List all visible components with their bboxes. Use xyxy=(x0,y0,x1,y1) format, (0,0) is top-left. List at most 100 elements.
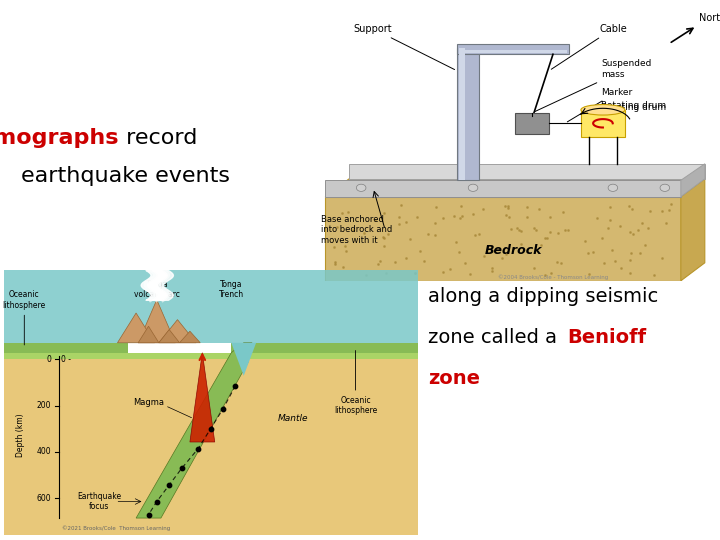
Point xyxy=(395,200,407,209)
Text: Earthquake
focus: Earthquake focus xyxy=(77,492,121,511)
Point xyxy=(656,207,667,216)
Point xyxy=(528,264,539,272)
Polygon shape xyxy=(231,343,418,353)
Point xyxy=(515,227,526,236)
Text: ©2004 Brooks/Cole - Thomson Learning: ©2004 Brooks/Cole - Thomson Learning xyxy=(498,275,608,280)
Text: At convergent boundaries,: At convergent boundaries, xyxy=(428,206,687,226)
Point xyxy=(473,230,485,239)
Point xyxy=(516,239,527,248)
Point xyxy=(348,225,359,234)
Point xyxy=(606,245,618,254)
Polygon shape xyxy=(349,164,705,179)
Point xyxy=(374,256,385,265)
Point xyxy=(603,224,614,233)
Circle shape xyxy=(608,184,618,191)
Point xyxy=(448,212,459,220)
Point xyxy=(521,203,533,212)
Point xyxy=(504,213,516,221)
Point xyxy=(329,242,341,251)
Point xyxy=(422,230,433,239)
Point xyxy=(632,226,644,234)
Polygon shape xyxy=(190,353,215,442)
Bar xyxy=(459,50,567,53)
Point xyxy=(163,481,175,489)
Point xyxy=(531,226,542,234)
Point xyxy=(624,201,635,210)
Text: Bedrock: Bedrock xyxy=(485,244,541,257)
Text: 0: 0 xyxy=(46,355,51,364)
Point xyxy=(614,222,626,231)
Polygon shape xyxy=(179,331,200,343)
Text: Rotating drum: Rotating drum xyxy=(601,103,666,118)
Circle shape xyxy=(660,184,670,191)
Point xyxy=(329,258,341,266)
Point xyxy=(604,202,616,211)
Point xyxy=(331,222,343,231)
Point xyxy=(380,268,392,277)
Point xyxy=(591,214,603,222)
Point xyxy=(545,269,557,278)
Point xyxy=(541,234,553,242)
Polygon shape xyxy=(117,313,155,343)
Polygon shape xyxy=(4,353,418,359)
Point xyxy=(544,213,556,222)
Polygon shape xyxy=(136,343,252,518)
Point xyxy=(382,230,393,238)
Point xyxy=(644,206,656,215)
Polygon shape xyxy=(4,270,418,343)
Point xyxy=(369,215,381,224)
Point xyxy=(455,201,467,210)
Point xyxy=(393,219,405,228)
Circle shape xyxy=(468,184,478,191)
Point xyxy=(340,242,351,251)
Text: zone: zone xyxy=(428,368,480,388)
Point xyxy=(176,464,187,473)
Ellipse shape xyxy=(581,105,625,115)
Text: Magma: Magma xyxy=(133,398,164,407)
Point xyxy=(338,262,349,271)
Bar xyxy=(459,48,465,180)
Point xyxy=(624,227,635,236)
Point xyxy=(626,205,638,213)
Polygon shape xyxy=(325,180,681,197)
Point xyxy=(582,249,594,258)
Point xyxy=(450,238,462,246)
Point xyxy=(499,202,510,211)
Point xyxy=(486,247,498,255)
Point xyxy=(551,258,562,266)
Polygon shape xyxy=(138,326,159,343)
Point xyxy=(597,234,608,242)
Point xyxy=(418,256,430,265)
Point xyxy=(429,219,441,227)
Text: 400: 400 xyxy=(37,448,51,456)
Polygon shape xyxy=(325,179,705,197)
Polygon shape xyxy=(138,300,176,343)
Bar xyxy=(457,44,569,55)
Point xyxy=(624,269,636,278)
Point xyxy=(513,226,525,234)
Point xyxy=(379,242,390,251)
Polygon shape xyxy=(159,329,179,343)
Text: Cable: Cable xyxy=(552,24,627,69)
Point xyxy=(412,213,423,221)
Point xyxy=(536,241,547,249)
Point xyxy=(562,226,574,234)
Polygon shape xyxy=(325,197,681,281)
Point xyxy=(409,268,420,277)
Bar xyxy=(581,110,625,137)
Bar xyxy=(457,48,479,180)
Point xyxy=(663,206,675,215)
Point xyxy=(192,444,204,453)
Point xyxy=(556,258,567,267)
Point xyxy=(372,260,384,268)
Point xyxy=(359,228,370,237)
Text: focal depth: focal depth xyxy=(428,247,553,266)
Point xyxy=(336,208,348,217)
Text: Depth (km): Depth (km) xyxy=(16,414,24,457)
Point xyxy=(552,228,564,237)
Point xyxy=(636,219,648,227)
Point xyxy=(360,271,372,279)
Point xyxy=(431,202,442,211)
Point xyxy=(456,212,468,221)
Point xyxy=(598,259,610,267)
